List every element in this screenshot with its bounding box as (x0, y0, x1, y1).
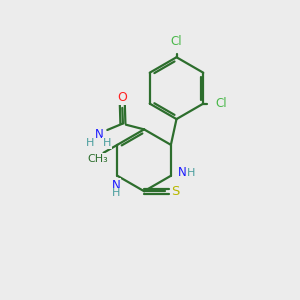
Text: Cl: Cl (171, 34, 182, 48)
Text: Cl: Cl (216, 97, 227, 110)
Text: N: N (112, 179, 120, 192)
Text: CH₃: CH₃ (87, 154, 108, 164)
Text: H: H (187, 168, 196, 178)
Text: H: H (112, 188, 120, 198)
Text: H: H (103, 138, 112, 148)
Text: N: N (95, 128, 104, 141)
Text: O: O (117, 92, 127, 104)
Text: S: S (171, 185, 180, 198)
Text: H: H (86, 138, 95, 148)
Text: N: N (178, 166, 186, 179)
